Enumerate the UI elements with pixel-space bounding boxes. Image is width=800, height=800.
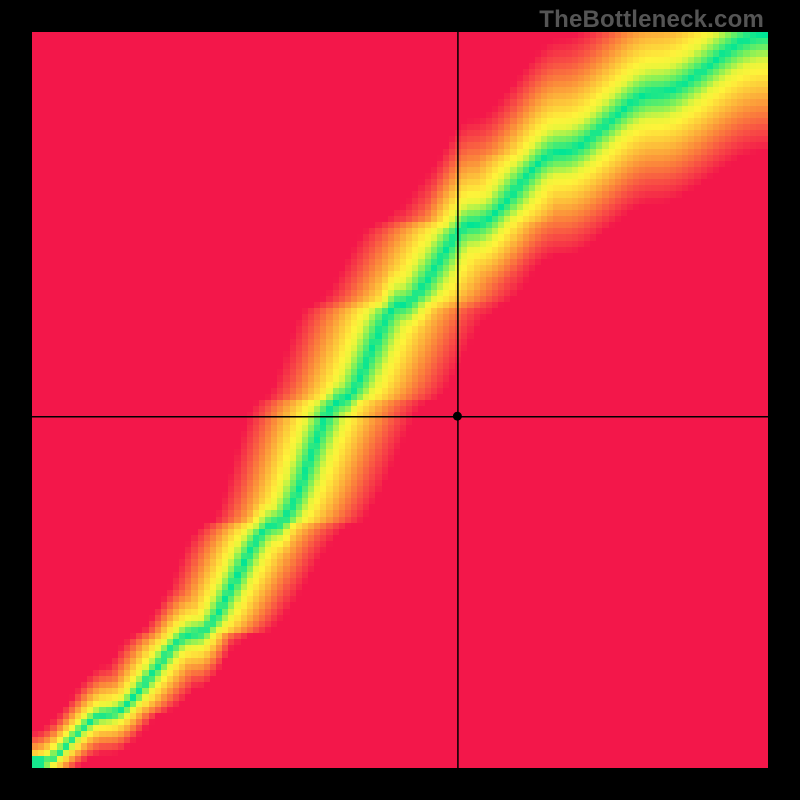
chart-container: { "watermark": { "text": "TheBottleneck.… [0, 0, 800, 800]
watermark-text: TheBottleneck.com [539, 6, 764, 34]
bottleneck-heatmap [32, 32, 768, 768]
